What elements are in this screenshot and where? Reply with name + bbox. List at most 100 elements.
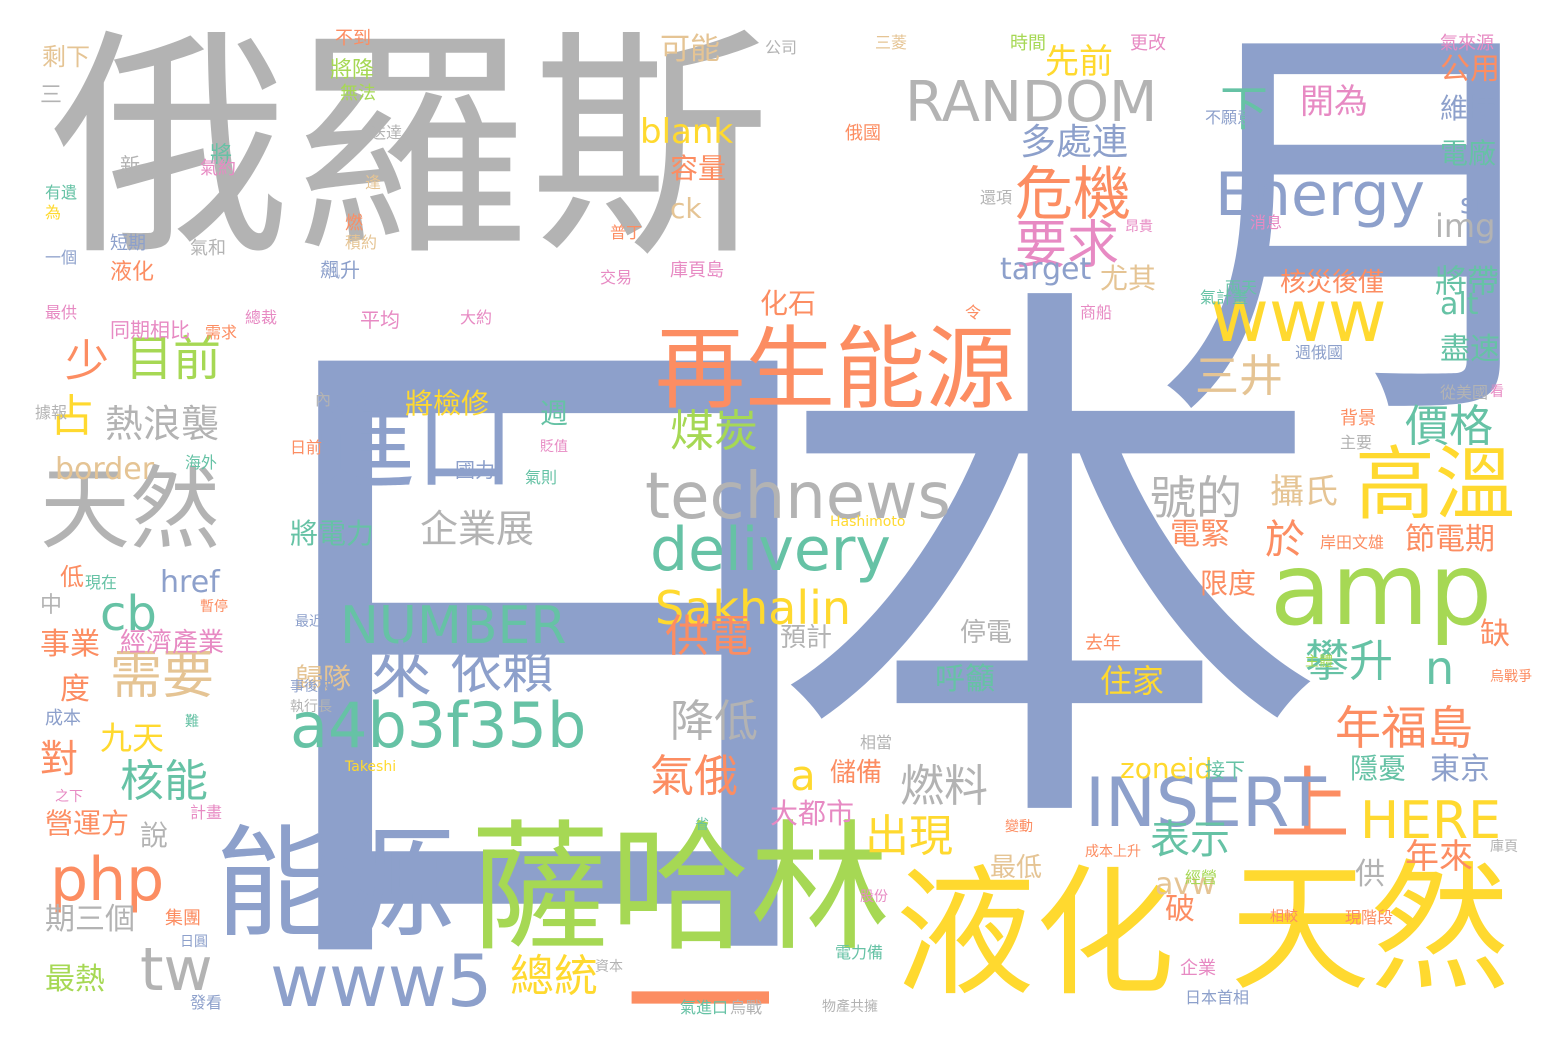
- cloud-word: 價格: [1405, 401, 1493, 452]
- cloud-word: 岸田文雄: [1320, 533, 1385, 552]
- cloud-word: 停電: [960, 618, 1013, 648]
- cloud-word: 令: [965, 303, 982, 322]
- cloud-word: 烏戰爭: [1490, 669, 1532, 685]
- cloud-word: Sakhalin: [655, 581, 852, 635]
- cloud-word: zoneid: [1120, 752, 1213, 785]
- cloud-word: amp: [1270, 531, 1493, 648]
- cloud-word: 月: [1155, 0, 1548, 474]
- cloud-word: 歸隊: [295, 662, 352, 695]
- cloud-word: 化石: [760, 287, 817, 320]
- cloud-word: 呼籲: [935, 662, 995, 697]
- cloud-word: 氣約: [200, 158, 236, 179]
- cloud-word: 公用: [1440, 52, 1500, 87]
- cloud-word: RANDOM: [905, 70, 1158, 135]
- cloud-word: 將帶: [1435, 262, 1500, 300]
- cloud-word: 住家: [1100, 662, 1165, 700]
- cloud-word: 還項: [980, 188, 1013, 207]
- cloud-word: 資本: [595, 959, 623, 975]
- cloud-word: 依賴: [450, 641, 555, 701]
- cloud-word: 進口: [315, 386, 515, 503]
- cloud-word: 少: [65, 336, 109, 387]
- cloud-word: Takeshi: [345, 759, 397, 775]
- cloud-word: 度: [60, 672, 90, 707]
- cloud-word: 下: [1220, 81, 1269, 137]
- cloud-word: 九天: [100, 719, 165, 757]
- cloud-word: INSERT: [1085, 764, 1326, 843]
- cloud-word: 危機: [1015, 160, 1132, 228]
- cloud-word: 尤其: [1100, 262, 1157, 295]
- cloud-word: 核災後僅: [1280, 268, 1385, 298]
- cloud-word: 庫頁島: [670, 260, 724, 281]
- cloud-word: 東京: [1430, 752, 1490, 787]
- cloud-word: 目前: [125, 331, 222, 387]
- cloud-word: 主體: [1305, 654, 1333, 670]
- cloud-word: Hashimoto: [830, 514, 906, 530]
- cloud-word: 出現: [865, 811, 953, 862]
- cloud-word: 一個: [45, 248, 78, 267]
- cloud-word: 時間: [1010, 33, 1046, 54]
- cloud-word: 將檢修: [405, 387, 490, 420]
- cloud-word: 液化: [895, 853, 1176, 1016]
- cloud-word: 據報: [35, 403, 68, 422]
- cloud-word: avw: [1155, 867, 1216, 902]
- cloud-word: 要求: [1015, 216, 1120, 276]
- cloud-word: www: [1210, 274, 1387, 358]
- cloud-word: 交易: [600, 268, 633, 287]
- cloud-word: 內: [315, 390, 332, 409]
- cloud-word: 更改: [1130, 33, 1166, 54]
- cloud-word: 日: [195, 252, 895, 1052]
- cloud-word: 主要: [1340, 433, 1373, 452]
- cloud-word: border: [55, 452, 155, 487]
- cloud-word: 天然: [40, 457, 220, 562]
- cloud-word: 薩哈林: [470, 808, 891, 971]
- cloud-word: href: [160, 565, 220, 600]
- cloud-word: 核能: [120, 756, 208, 807]
- cloud-word: 週: [540, 397, 569, 430]
- cloud-word: 企業: [1180, 958, 1216, 979]
- cloud-word: 烏戰: [730, 998, 763, 1017]
- cloud-word: 盡速: [1440, 332, 1500, 367]
- cloud-word: NUMBER: [340, 596, 567, 656]
- cloud-word: 執行長: [290, 699, 332, 715]
- cloud-word: HERE: [1360, 791, 1501, 851]
- cloud-word: 電廠: [1440, 137, 1497, 170]
- cloud-word: 將: [210, 143, 233, 168]
- cloud-word: Energy: [1215, 160, 1426, 230]
- cloud-word: 中: [40, 593, 63, 618]
- cloud-word: 氣和: [190, 238, 226, 259]
- cloud-word: 相較: [1270, 909, 1298, 925]
- cloud-word: 股份: [860, 889, 888, 905]
- cloud-word: 事業: [40, 627, 100, 662]
- cloud-word: 集團: [165, 908, 201, 929]
- cloud-word: 貶值: [540, 439, 568, 455]
- cloud-word: 降低: [670, 696, 758, 747]
- cloud-word: 開為: [1300, 82, 1368, 122]
- cloud-word: 缺: [1480, 617, 1510, 652]
- cloud-word: 儲備: [830, 758, 883, 788]
- cloud-word: 積約: [345, 233, 378, 252]
- cloud-word: 隱憂: [1350, 752, 1407, 785]
- cloud-word: 消息: [1250, 213, 1283, 232]
- cloud-word: 同期相比: [110, 318, 190, 342]
- cloud-word: 維持: [1440, 92, 1497, 125]
- cloud-word: 省: [695, 817, 709, 833]
- cloud-word: 剩下: [42, 43, 90, 71]
- cloud-word: 不願意: [1205, 108, 1254, 127]
- cloud-word: 氣進口: [680, 998, 729, 1017]
- cloud-word: 總裁: [245, 308, 278, 327]
- cloud-word: 熱浪襲: [105, 402, 220, 446]
- cloud-word: 經營: [1185, 868, 1218, 887]
- cloud-word: 送達: [370, 123, 403, 142]
- cloud-word: 容量: [670, 152, 727, 185]
- cloud-word: 接下: [1205, 758, 1245, 782]
- cloud-word: 本: [770, 244, 1330, 896]
- cloud-word: 氣來源: [1440, 33, 1494, 54]
- cloud-word: 去年: [1085, 633, 1121, 654]
- cloud-word: 之下: [55, 789, 83, 805]
- cloud-word: 攀升: [1305, 636, 1393, 687]
- cloud-word: 飆升: [320, 258, 360, 282]
- cloud-word: 總統: [510, 951, 598, 1002]
- cloud-word: 三: [40, 83, 63, 108]
- cloud-word: 現階段: [1345, 908, 1394, 927]
- cloud-word: 變動: [1005, 819, 1033, 835]
